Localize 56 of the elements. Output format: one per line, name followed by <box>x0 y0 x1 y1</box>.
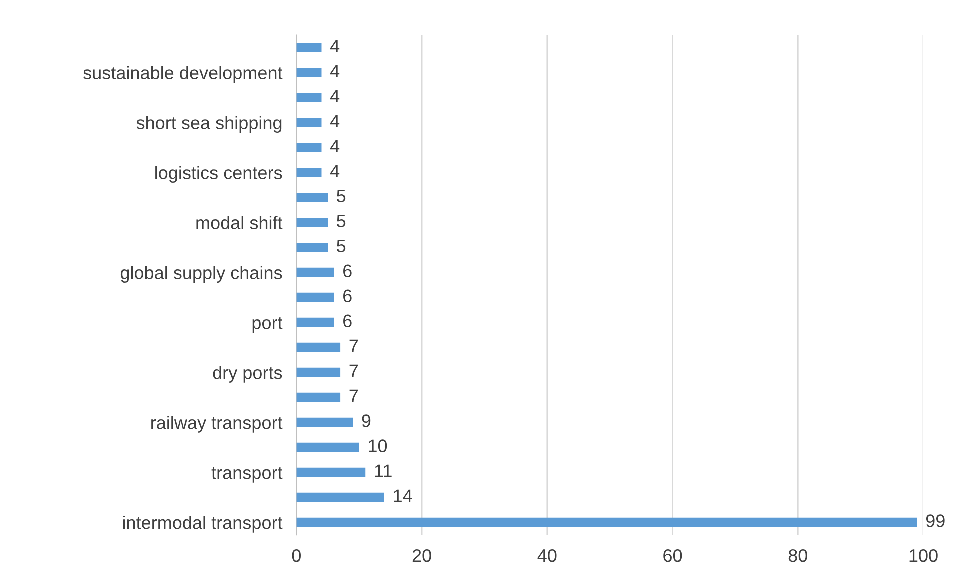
bar <box>296 518 918 528</box>
y-tick-label: railway transport <box>152 416 283 433</box>
bar <box>296 292 334 302</box>
y-tick-label: short sea shipping <box>136 116 282 134</box>
bar <box>296 368 341 378</box>
bar <box>296 192 328 202</box>
bar <box>296 142 322 152</box>
data-label: 7 <box>350 340 358 352</box>
bar <box>296 168 322 178</box>
bar <box>296 118 322 128</box>
bar <box>296 418 354 428</box>
y-tick-label: port <box>252 318 283 333</box>
data-label: 6 <box>344 264 352 278</box>
x-tick-label: 0 <box>292 549 301 562</box>
data-label: 11 <box>375 464 392 478</box>
data-label: 6 <box>344 290 352 303</box>
x-tick-label: 60 <box>664 549 682 562</box>
data-label: 5 <box>337 190 346 203</box>
data-label: 4 <box>330 90 340 102</box>
x-tick-label: 80 <box>788 549 808 562</box>
data-label: 4 <box>330 65 340 78</box>
y-tick-label: intermodal transport <box>123 516 283 533</box>
bar <box>296 68 322 78</box>
data-label: 7 <box>350 364 358 378</box>
x-tick-label: 20 <box>412 549 432 562</box>
data-label: 99 <box>926 514 945 528</box>
y-tick-label: logistics centers <box>156 166 282 184</box>
bar <box>296 468 366 478</box>
bar <box>296 492 384 502</box>
data-label: 14 <box>394 490 412 502</box>
bar <box>296 218 328 228</box>
data-label: 4 <box>330 40 340 52</box>
data-label: 6 <box>344 314 352 328</box>
data-label: 10 <box>369 440 388 452</box>
x-tick-label: 40 <box>538 549 557 562</box>
bar <box>296 242 328 252</box>
data-label: 7 <box>350 390 358 402</box>
y-tick-label: dry ports <box>213 366 282 383</box>
bar <box>296 268 334 278</box>
x-tick-label: 100 <box>910 549 938 562</box>
data-label: 4 <box>330 140 340 152</box>
y-tick-label: modal shift <box>196 216 283 230</box>
bar <box>296 342 341 352</box>
bar <box>296 93 322 103</box>
data-label: 5 <box>337 214 346 228</box>
y-tick-label: sustainable development <box>84 66 283 84</box>
data-label: 9 <box>362 414 371 428</box>
bar <box>296 43 322 53</box>
y-tick-label: transport <box>212 467 283 483</box>
data-label: 5 <box>337 240 346 253</box>
bar <box>296 442 360 452</box>
data-label: 4 <box>330 114 340 128</box>
bar <box>296 392 341 402</box>
y-tick-label: global supply chains <box>120 266 282 283</box>
data-label: 4 <box>330 164 340 178</box>
bar <box>296 318 334 328</box>
